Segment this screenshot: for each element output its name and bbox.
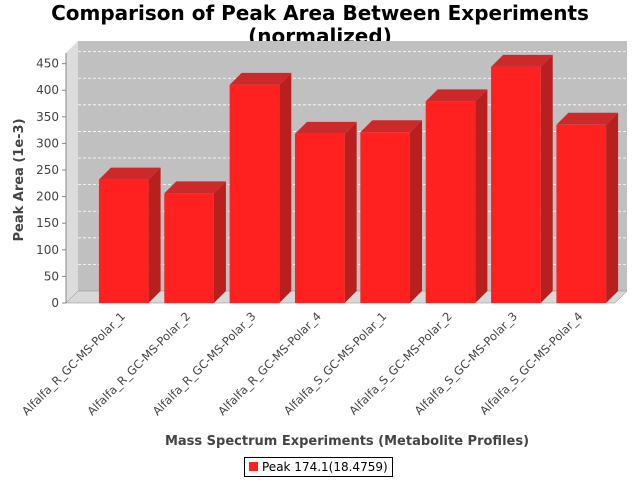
- y-tick-label: 400: [36, 83, 59, 97]
- bar: [98, 167, 161, 303]
- bar: [425, 89, 488, 303]
- bar-side: [410, 120, 423, 304]
- bar-side: [213, 181, 226, 303]
- bar-front: [98, 179, 149, 303]
- bar-top: [294, 121, 357, 134]
- bar-side: [606, 112, 619, 304]
- legend-label: Peak 174.1(18.4759): [262, 460, 388, 474]
- bar-side: [148, 167, 161, 303]
- bar-front: [491, 66, 541, 303]
- bar: [294, 121, 357, 303]
- bar-side: [279, 72, 292, 304]
- bar-top: [425, 89, 488, 102]
- bar: [491, 54, 553, 303]
- bar: [229, 72, 292, 304]
- legend: Peak 174.1(18.4759): [244, 457, 393, 477]
- bar-top: [556, 112, 619, 125]
- y-tick-label: 50: [44, 269, 59, 283]
- bar-front: [294, 133, 345, 303]
- chart-title-line-1: Comparison of Peak Area Between Experime…: [51, 1, 589, 25]
- bar-top: [98, 167, 161, 180]
- bar-front: [556, 124, 607, 304]
- bar-front: [425, 101, 476, 303]
- y-tick-label: 300: [36, 136, 59, 150]
- bar-front: [229, 84, 280, 304]
- bar-side: [475, 89, 488, 303]
- y-tick-label: 0: [51, 296, 59, 310]
- bar-top: [360, 120, 423, 133]
- bar: [556, 112, 619, 304]
- y-tick-label: 200: [36, 190, 59, 204]
- y-tick-label: 350: [36, 110, 59, 124]
- bar-top: [491, 54, 553, 67]
- legend-swatch: [249, 462, 258, 471]
- bar-front: [360, 132, 411, 303]
- bar: [360, 120, 423, 304]
- bar: [164, 181, 226, 303]
- bar-front: [164, 193, 214, 303]
- y-tick-label: 100: [36, 243, 59, 257]
- plot-left-wall: [66, 41, 78, 303]
- y-tick-label: 250: [36, 163, 59, 177]
- bars: [98, 54, 619, 304]
- y-axis-title: Peak Area (1e-3): [12, 118, 27, 241]
- y-tick-label: 450: [36, 57, 59, 71]
- y-tick-label: 150: [36, 216, 59, 230]
- bar-side: [344, 121, 357, 303]
- bar-top: [229, 72, 292, 85]
- x-tick-label: Alfalfa_R_GC-MS-Polar_1: [19, 309, 128, 418]
- bar-side: [540, 54, 553, 303]
- x-axis-title: Mass Spectrum Experiments (Metabolite Pr…: [165, 434, 529, 449]
- bar-top: [164, 181, 226, 194]
